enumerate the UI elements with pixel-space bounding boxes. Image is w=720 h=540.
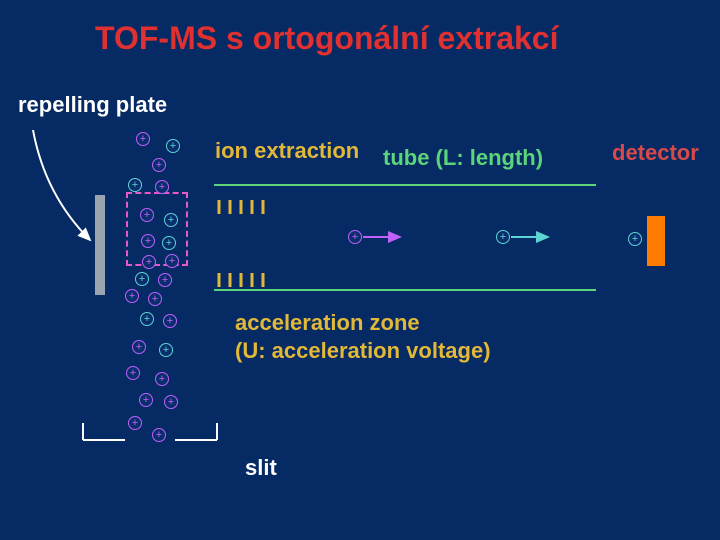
ion-violet: + xyxy=(140,208,154,222)
ion-cyan: + xyxy=(166,139,180,153)
label-detector: detector xyxy=(612,140,699,166)
ion-violet: + xyxy=(348,230,362,244)
repelling-arrow xyxy=(33,130,90,240)
ion-violet: + xyxy=(125,289,139,303)
ion-cyan: + xyxy=(496,230,510,244)
ion-violet: + xyxy=(163,314,177,328)
ion-violet: + xyxy=(158,273,172,287)
label-accel: acceleration zone xyxy=(235,310,420,336)
ion-violet: + xyxy=(142,255,156,269)
ion-violet: + xyxy=(139,393,153,407)
title: TOF-MS s ortogonální extrakcí xyxy=(95,20,558,57)
label-tube: tube (L: length) xyxy=(383,145,543,171)
ion-violet: + xyxy=(152,428,166,442)
ion-violet: + xyxy=(141,234,155,248)
ion-cyan: + xyxy=(140,312,154,326)
repelling-electrode xyxy=(95,195,105,295)
svg-layer xyxy=(0,0,720,540)
ion-violet: + xyxy=(165,254,179,268)
ion-violet: + xyxy=(126,366,140,380)
ion-violet: + xyxy=(152,158,166,172)
label-accel2: (U: acceleration voltage) xyxy=(235,338,491,364)
ion-violet: + xyxy=(128,416,142,430)
label-repelling-plate: repelling plate xyxy=(18,92,167,118)
ion-violet: + xyxy=(132,340,146,354)
ion-violet: + xyxy=(155,372,169,386)
ion-cyan: + xyxy=(159,343,173,357)
label-ion-extraction: ion extraction xyxy=(215,138,359,164)
ion-violet: + xyxy=(164,395,178,409)
ion-violet: + xyxy=(148,292,162,306)
label-slit: slit xyxy=(245,455,277,481)
detector-rect xyxy=(647,216,665,266)
ion-cyan: + xyxy=(128,178,142,192)
ion-cyan: + xyxy=(135,272,149,286)
ion-cyan: + xyxy=(164,213,178,227)
diagram-stage: TOF-MS s ortogonální extrakcí repelling p… xyxy=(0,0,720,540)
ion-violet: + xyxy=(136,132,150,146)
ion-packet-box xyxy=(126,192,188,266)
ion-violet: + xyxy=(155,180,169,194)
ion-cyan: + xyxy=(162,236,176,250)
ion-cyan: + xyxy=(628,232,642,246)
